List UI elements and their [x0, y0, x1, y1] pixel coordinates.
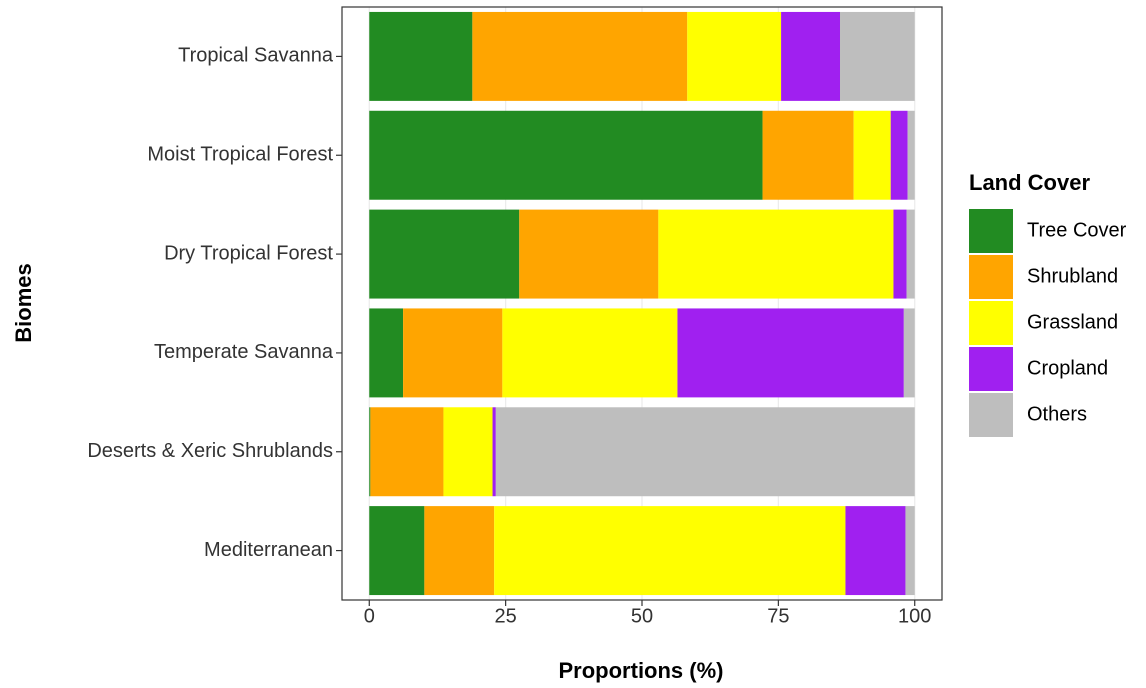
y-tick-label: Moist Tropical Forest [147, 144, 333, 166]
legend-key [969, 393, 1013, 437]
legend-title: Land Cover [969, 170, 1090, 195]
bar-segment [519, 209, 659, 299]
legend-key [969, 255, 1013, 299]
bar-segment [403, 308, 503, 398]
bar-segment [495, 407, 915, 497]
bar-segment [903, 308, 915, 398]
bar-segment [762, 110, 854, 200]
legend-label: Shrubland [1027, 265, 1118, 287]
bar-segment [840, 11, 915, 101]
y-tick-label: Dry Tropical Forest [164, 242, 333, 264]
bar-segment [369, 110, 763, 200]
bar-segment [502, 308, 678, 398]
bar-segment [907, 110, 915, 200]
bar-segment [893, 209, 907, 299]
bar-segment [905, 506, 915, 596]
x-tick-label: 25 [495, 605, 517, 627]
y-tick-label: Deserts & Xeric Shrublands [87, 440, 333, 462]
x-tick-label: 0 [364, 605, 375, 627]
bar-segment [424, 506, 495, 596]
bar-segment [781, 11, 840, 101]
y-tick-label: Temperate Savanna [154, 341, 334, 363]
bar-segment [494, 506, 846, 596]
legend-label: Cropland [1027, 357, 1108, 379]
legend-key [969, 347, 1013, 391]
bar-segment [658, 209, 894, 299]
bar-segment [369, 407, 371, 497]
bar-segment [677, 308, 904, 398]
bar-segment [472, 11, 688, 101]
bar-segment [845, 506, 906, 596]
legend-key [969, 209, 1013, 253]
bar-segment [443, 407, 493, 497]
y-tick-label: Tropical Savanna [178, 45, 334, 67]
bar-segment [369, 308, 404, 398]
legend-key [969, 301, 1013, 345]
x-tick-label: 50 [631, 605, 653, 627]
x-tick-label: 75 [767, 605, 789, 627]
plot-border [341, 6, 943, 601]
bar-segment [370, 407, 444, 497]
y-tick-label: Mediterranean [204, 539, 333, 561]
bar-segment [369, 209, 520, 299]
x-tick-label: 100 [898, 605, 931, 627]
legend-label: Grassland [1027, 311, 1118, 333]
bar-segment [492, 407, 496, 497]
legend-label: Others [1027, 403, 1087, 425]
bar-segment [890, 110, 908, 200]
bar-segment [687, 11, 782, 101]
x-axis-title: Proportions (%) [559, 658, 724, 683]
bar-segment [906, 209, 915, 299]
bar-segment [369, 506, 425, 596]
bar-segment [853, 110, 891, 200]
legend-label: Tree Cover [1027, 219, 1127, 241]
bar-segment [369, 11, 473, 101]
y-axis-title: Biomes [11, 263, 36, 342]
